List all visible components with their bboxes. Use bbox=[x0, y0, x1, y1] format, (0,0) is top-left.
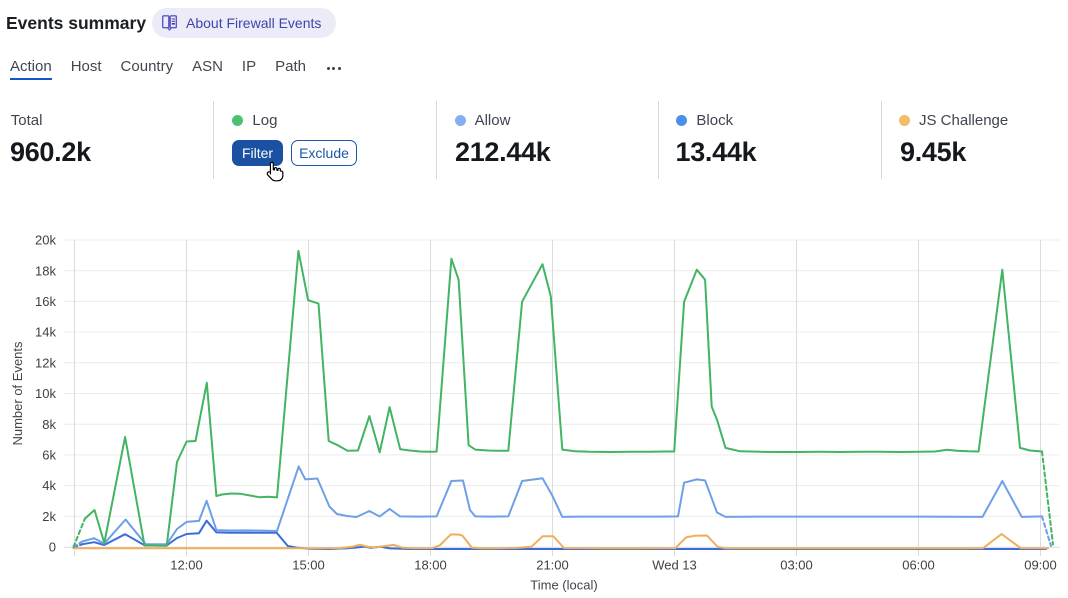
svg-text:03:00: 03:00 bbox=[780, 558, 813, 573]
svg-text:Number of Events: Number of Events bbox=[10, 341, 25, 446]
svg-text:14k: 14k bbox=[35, 325, 56, 340]
svg-text:8k: 8k bbox=[42, 417, 56, 432]
svg-text:15:00: 15:00 bbox=[292, 558, 325, 573]
svg-text:6k: 6k bbox=[42, 448, 56, 463]
svg-text:12k: 12k bbox=[35, 355, 56, 370]
svg-text:18:00: 18:00 bbox=[414, 558, 447, 573]
svg-text:10k: 10k bbox=[35, 386, 56, 401]
svg-text:4k: 4k bbox=[42, 478, 56, 493]
svg-text:06:00: 06:00 bbox=[902, 558, 935, 573]
svg-text:21:00: 21:00 bbox=[536, 558, 569, 573]
svg-text:0: 0 bbox=[49, 540, 56, 555]
svg-text:20k: 20k bbox=[35, 233, 56, 248]
svg-text:2k: 2k bbox=[42, 509, 56, 524]
svg-text:18k: 18k bbox=[35, 263, 56, 278]
svg-text:09:00: 09:00 bbox=[1024, 558, 1057, 573]
svg-text:Time (local): Time (local) bbox=[530, 578, 597, 593]
svg-text:Wed 13: Wed 13 bbox=[652, 558, 697, 573]
svg-text:16k: 16k bbox=[35, 294, 56, 309]
svg-text:12:00: 12:00 bbox=[170, 558, 203, 573]
